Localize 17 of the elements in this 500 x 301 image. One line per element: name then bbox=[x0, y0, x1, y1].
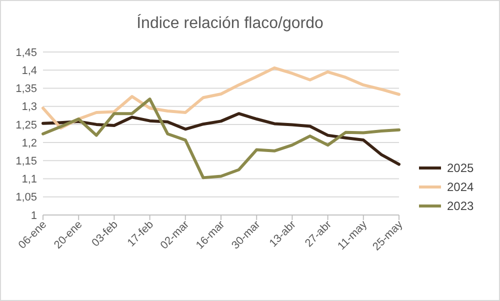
legend-label: 2025 bbox=[447, 161, 474, 176]
y-tick-label: 1,1 bbox=[22, 174, 37, 186]
y-tick-label: 1,05 bbox=[16, 192, 37, 204]
legend-label: 2024 bbox=[447, 180, 474, 194]
y-tick-label: 1,3 bbox=[22, 101, 37, 114]
y-tick-label: 1,25 bbox=[16, 119, 37, 132]
y-tick-label: 1,2 bbox=[22, 137, 37, 150]
legend-label: 2023 bbox=[447, 199, 474, 214]
y-tick-label: 1 bbox=[30, 210, 37, 222]
line-series bbox=[42, 66, 400, 130]
y-tick-label: 1,4 bbox=[22, 64, 37, 77]
y-tick-label: 1,15 bbox=[16, 156, 37, 168]
line-series bbox=[42, 112, 400, 166]
y-tick-label: 1,35 bbox=[16, 83, 37, 96]
line-series bbox=[42, 98, 400, 180]
chart-title: Índice relación flaco/gordo bbox=[136, 14, 324, 32]
y-tick-label: 1,45 bbox=[16, 46, 37, 59]
